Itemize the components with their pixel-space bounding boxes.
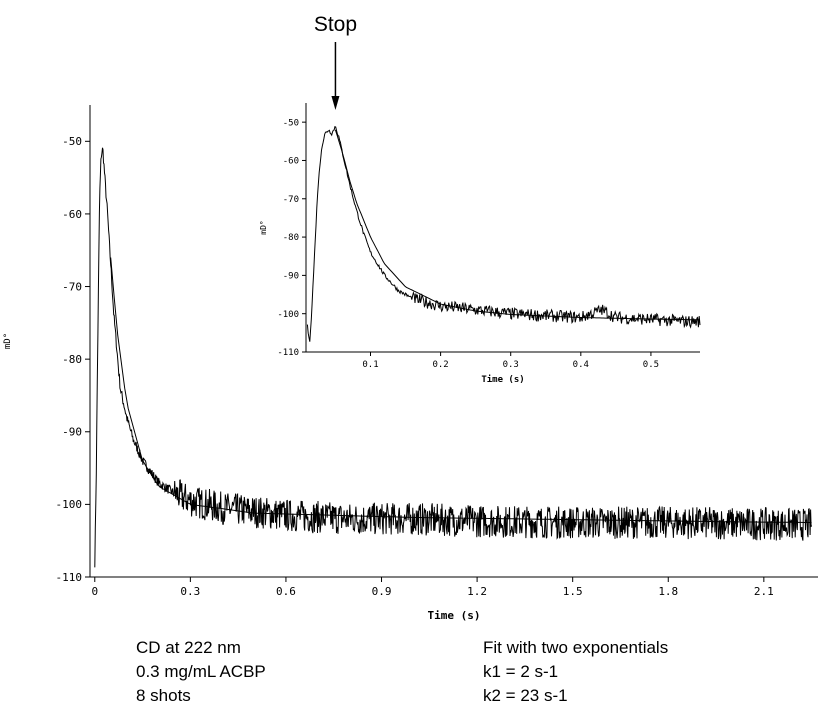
y-tick-label: -90 xyxy=(283,272,299,282)
y-tick-label: -70 xyxy=(62,280,82,293)
x-tick-label: 0.3 xyxy=(180,585,200,598)
y-tick-label: -60 xyxy=(62,208,82,221)
x-tick-label: 0 xyxy=(91,585,98,598)
x-tick-label: 0.2 xyxy=(432,360,448,370)
x-tick-label: 0.6 xyxy=(276,585,296,598)
inset-fit-curve xyxy=(334,129,700,321)
main-ticks: 0 0.3 0.6 0.9 1.2 1.5 1.8 2.1 -50 -60 -70 -80 -90 -10… xyxy=(56,135,774,598)
x-tick-label: 0.5 xyxy=(643,360,659,370)
y-tick-label: -50 xyxy=(62,135,82,148)
note-k2: k2 = 23 s-1 xyxy=(483,686,568,705)
note-concentration: 0.3 mg/mL ACBP xyxy=(136,662,266,681)
y-tick-label: -110 xyxy=(56,571,83,584)
inset-y-axis-label: mD° xyxy=(259,220,268,234)
y-tick-label: -100 xyxy=(277,310,299,320)
note-k1: k1 = 2 s-1 xyxy=(483,662,559,681)
inset-chart: 0.1 0.2 0.3 0.4 0.5 -50 -60 -70 -80 -90 -100 -110 T… xyxy=(259,13,701,385)
y-tick-label: -90 xyxy=(62,426,82,439)
x-tick-label: 0.9 xyxy=(372,585,392,598)
y-tick-label: -100 xyxy=(56,498,83,511)
y-tick-label: -110 xyxy=(277,348,299,358)
main-chart: 0 0.3 0.6 0.9 1.2 1.5 1.8 2.1 -50 -60 -70 -80 -90 -10… xyxy=(3,105,818,622)
y-tick-label: -60 xyxy=(283,157,299,167)
y-tick-label: -80 xyxy=(283,233,299,243)
note-wavelength: CD at 222 nm xyxy=(136,638,241,657)
note-fit-method: Fit with two exponentials xyxy=(483,638,669,657)
y-tick-label: -80 xyxy=(62,353,82,366)
y-tick-label: -70 xyxy=(283,195,299,205)
x-tick-label: 1.8 xyxy=(658,585,678,598)
note-shots: 8 shots xyxy=(136,686,191,705)
main-data-trace xyxy=(94,147,813,568)
main-x-axis-label: Time (s) xyxy=(428,609,481,622)
stop-annotation: Stop xyxy=(314,13,357,36)
experiment-notes: CD at 222 nm 0.3 mg/mL ACBP 8 shots xyxy=(136,636,266,708)
y-tick-label: -50 xyxy=(283,118,299,128)
x-tick-label: 1.2 xyxy=(467,585,487,598)
x-tick-label: 0.3 xyxy=(503,360,519,370)
stop-arrow-head xyxy=(331,96,340,110)
x-tick-label: 0.1 xyxy=(362,360,378,370)
inset-data-trace xyxy=(306,126,701,342)
fit-notes: Fit with two exponentials k1 = 2 s-1 k2 … xyxy=(483,636,668,708)
x-tick-label: 1.5 xyxy=(563,585,583,598)
inset-ticks: 0.1 0.2 0.3 0.4 0.5 -50 -60 -70 -80 -90 -100 -110 xyxy=(277,118,659,370)
inset-x-axis-label: Time (s) xyxy=(481,374,524,385)
x-tick-label: 2.1 xyxy=(754,585,774,598)
x-tick-label: 0.4 xyxy=(573,360,589,370)
main-fit-curve xyxy=(110,257,812,523)
main-y-axis-label: mD° xyxy=(3,333,13,349)
